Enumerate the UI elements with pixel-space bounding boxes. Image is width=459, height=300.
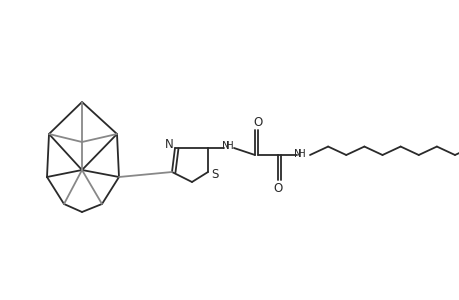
Text: H: H	[297, 149, 305, 159]
Text: N: N	[222, 141, 230, 151]
Text: H: H	[226, 141, 233, 151]
Text: O: O	[253, 116, 262, 128]
Text: S: S	[211, 169, 218, 182]
Text: N: N	[293, 149, 301, 159]
Text: N: N	[164, 139, 173, 152]
Text: O: O	[273, 182, 282, 194]
